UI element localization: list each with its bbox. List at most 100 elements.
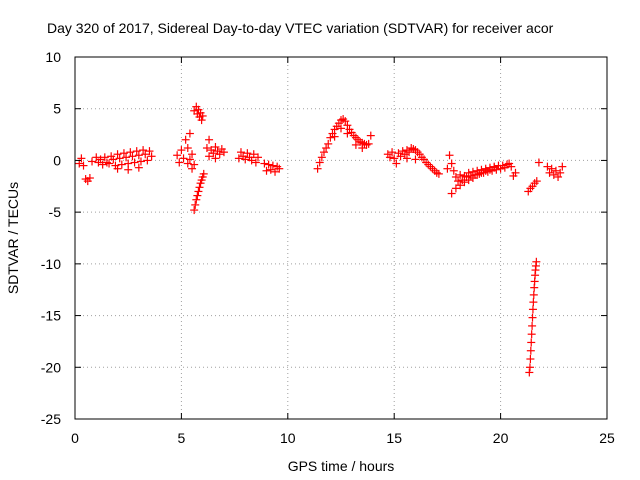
y-tick-label: 10 (45, 49, 61, 65)
y-tick-label: -10 (41, 256, 61, 272)
data-point (434, 169, 443, 178)
data-point (330, 132, 339, 141)
data-point (456, 170, 465, 179)
data-point (205, 152, 214, 161)
x-tick-label: 10 (280, 430, 296, 446)
data-point (313, 164, 322, 173)
segment-tail-21h (509, 158, 543, 196)
data-point (251, 158, 260, 167)
data-point (109, 155, 118, 164)
data-point (392, 159, 401, 168)
data-point (468, 174, 477, 183)
data-point (464, 176, 473, 185)
data-point (447, 189, 456, 198)
data-point (451, 172, 460, 181)
data-point (532, 177, 541, 186)
data-point (197, 116, 206, 125)
data-point (205, 135, 214, 144)
data-point (195, 183, 204, 192)
segment-steep-drop-21.5h (525, 257, 541, 377)
plot-frame (74, 56, 608, 420)
data-point (262, 166, 271, 175)
data-point (545, 168, 554, 177)
data-point (105, 159, 114, 168)
data-point (88, 157, 97, 166)
data-point (185, 155, 194, 164)
y-tick-label: -5 (49, 204, 62, 220)
data-point (445, 151, 454, 160)
data-point (194, 187, 203, 196)
grid-lines (75, 57, 607, 419)
data-point (96, 155, 105, 164)
data-point (534, 158, 543, 167)
segment-cluster-6h (202, 135, 228, 163)
data-point (485, 165, 494, 174)
segment-cluster-9h (260, 159, 284, 176)
data-point (130, 158, 139, 167)
data-point (322, 144, 331, 153)
data-point (134, 163, 143, 172)
data-point (181, 135, 190, 144)
chart-title: Day 320 of 2017, Sidereal Day-to-day VTE… (47, 20, 554, 36)
segment-cluster-5h (173, 129, 199, 173)
data-point (199, 169, 208, 178)
data-point (549, 170, 558, 179)
data-point (529, 298, 538, 307)
data-point (145, 147, 154, 156)
segment-band-18-20h (443, 151, 516, 198)
data-point (527, 330, 536, 339)
x-tick-label: 5 (178, 430, 186, 446)
data-point (390, 154, 399, 163)
data-point (77, 154, 86, 163)
data-point (173, 151, 182, 160)
data-point (198, 111, 207, 120)
data-point (136, 157, 145, 166)
data-point (529, 290, 538, 299)
data-point (264, 160, 273, 169)
data-point (268, 161, 277, 170)
data-point (337, 124, 345, 133)
data-point (481, 166, 490, 175)
data-point (188, 150, 197, 159)
segment-band-1-4h (105, 146, 156, 174)
data-point (551, 166, 560, 175)
data-point (115, 154, 124, 163)
data-point (341, 117, 350, 126)
data-point (193, 191, 202, 200)
data-point (385, 153, 394, 162)
data-point (236, 148, 245, 157)
data-point (317, 153, 326, 162)
data-point (451, 184, 460, 193)
data-point (547, 164, 556, 173)
data-point (351, 140, 360, 149)
x-axis-title: GPS time / hours (288, 458, 395, 474)
data-point (490, 163, 499, 172)
data-point (183, 144, 192, 153)
data-point (185, 129, 194, 138)
data-point (477, 168, 486, 177)
data-point (525, 368, 534, 377)
data-point (388, 148, 397, 157)
data-point (254, 153, 263, 162)
data-point (400, 150, 409, 159)
data-point (117, 160, 126, 169)
data-point (324, 139, 333, 148)
data-point (343, 121, 352, 130)
segment-spike-down-5.8h (190, 169, 208, 215)
data-point (366, 131, 375, 140)
data-point (554, 172, 563, 181)
y-tick-label: -25 (41, 411, 61, 427)
data-point (543, 162, 552, 171)
data-point (183, 159, 192, 168)
data-point (528, 321, 537, 330)
data-point (526, 346, 535, 355)
x-tick-label: 15 (386, 430, 402, 446)
data-point (175, 158, 184, 167)
data-point (179, 154, 188, 163)
data-point (326, 133, 335, 142)
data-point (100, 153, 109, 162)
data-point (319, 148, 328, 157)
data-point (528, 305, 537, 314)
data-point (343, 129, 352, 138)
